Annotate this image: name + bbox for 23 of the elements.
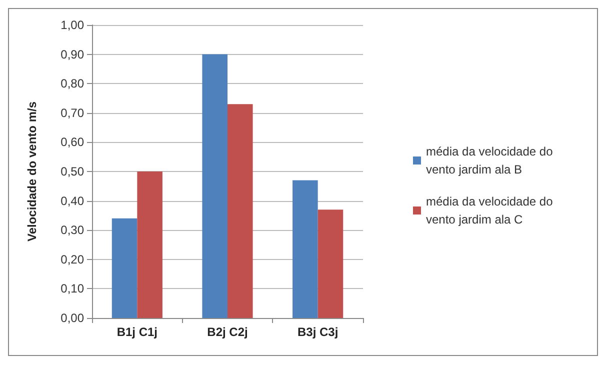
y-tick-label: 0,00 xyxy=(60,311,84,325)
y-tick-label: 0,80 xyxy=(60,76,84,91)
y-tick-label: 0,10 xyxy=(60,282,84,296)
y-axis-title: Velocidade do vento m/s xyxy=(25,101,39,242)
y-tick-label: 0,30 xyxy=(60,223,84,238)
legend-label: média da velocidade do vento jardim ala B xyxy=(426,144,556,176)
y-tick-label: 0,20 xyxy=(60,252,84,266)
y-tick-label: 0,90 xyxy=(60,47,84,62)
x-tick-label: B1j C1j xyxy=(116,325,158,339)
bar xyxy=(112,218,138,318)
bar xyxy=(137,172,162,318)
bar xyxy=(228,104,253,318)
y-tick-label: 0,60 xyxy=(60,135,84,150)
bar xyxy=(202,54,228,318)
y-tick-label: 0,40 xyxy=(60,194,84,208)
bar xyxy=(318,210,344,318)
y-tick-label: 0,70 xyxy=(60,106,84,120)
x-tick-label: B3j C3j xyxy=(297,325,338,339)
bar xyxy=(292,180,318,318)
legend-label: média da velocidade do vento jardim ala C xyxy=(426,194,556,226)
y-tick-label: 1,00 xyxy=(60,18,84,32)
x-tick-label: B2j C2j xyxy=(207,325,248,339)
y-tick-label: 0,50 xyxy=(60,164,84,178)
